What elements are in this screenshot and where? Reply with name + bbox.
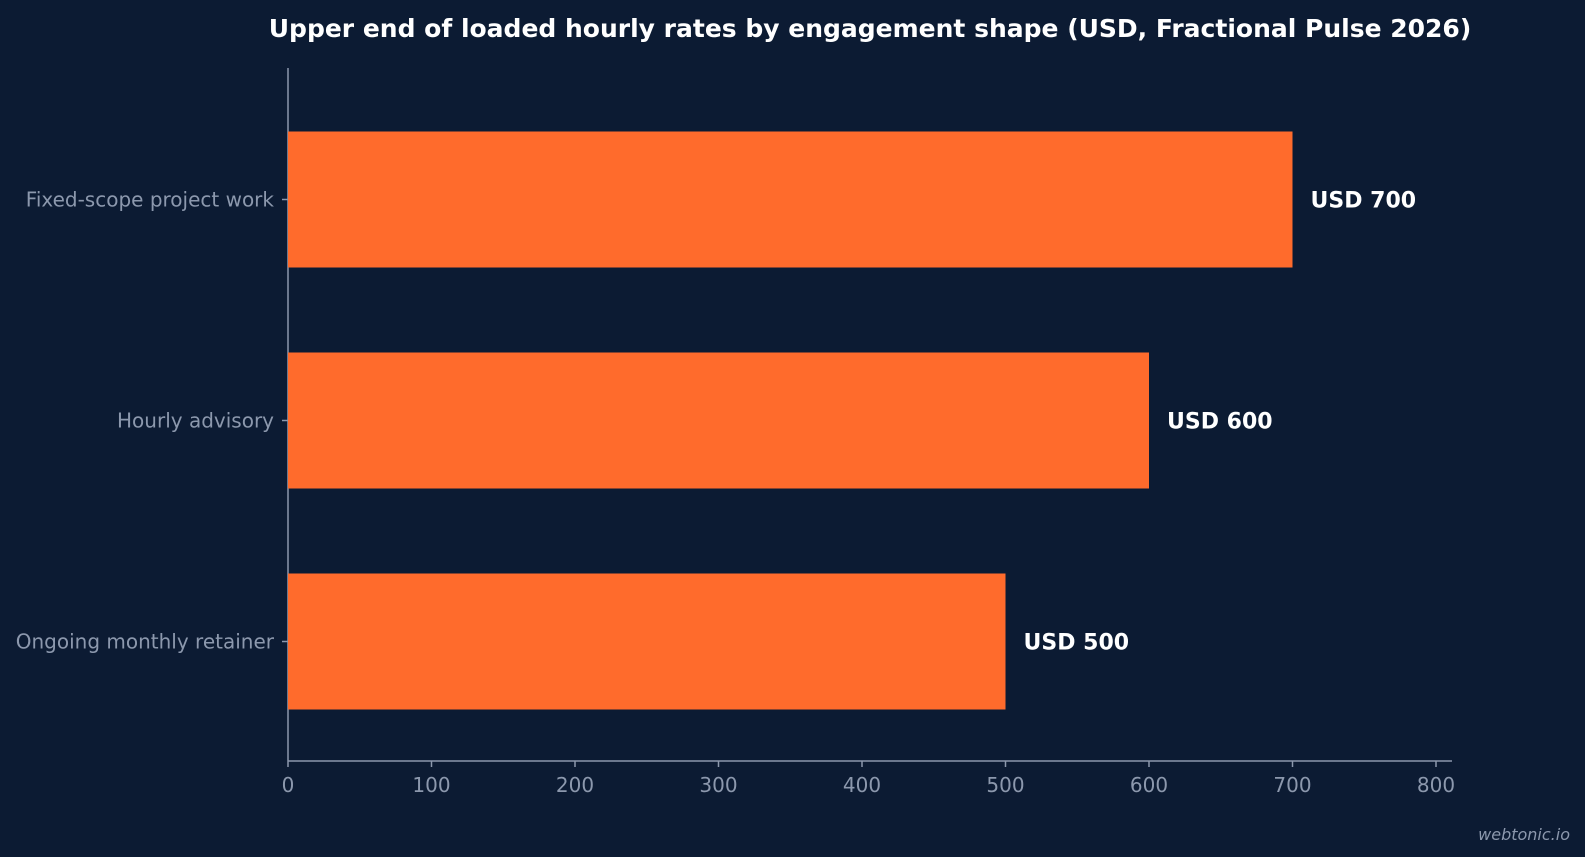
x-tick-label: 300 — [699, 773, 737, 797]
bar — [288, 131, 1293, 268]
bar — [288, 352, 1149, 489]
x-tick-label: 700 — [1273, 773, 1311, 797]
x-tick-label: 200 — [556, 773, 594, 797]
data-label: USD 600 — [1167, 410, 1273, 435]
data-labels: USD 700 USD 600 USD 500 — [1024, 189, 1417, 656]
category-label: Hourly advisory — [117, 409, 274, 433]
category-label: Ongoing monthly retainer — [16, 630, 275, 654]
category-labels: Fixed-scope project work Hourly advisory O… — [16, 188, 275, 654]
x-tick-label: 100 — [412, 773, 450, 797]
x-tick-label: 800 — [1417, 773, 1455, 797]
data-label: USD 500 — [1024, 631, 1130, 656]
x-axis-ticks: 0 100 200 300 400 500 600 700 800 — [282, 761, 1455, 797]
x-tick-label: 0 — [282, 773, 295, 797]
bar — [288, 573, 1006, 710]
x-tick-label: 500 — [986, 773, 1024, 797]
data-label: USD 700 — [1311, 189, 1417, 214]
x-tick-label: 400 — [843, 773, 881, 797]
watermark-text: webtonic.io — [1478, 825, 1570, 844]
chart-title: Upper end of loaded hourly rates by enga… — [269, 14, 1472, 43]
bars — [288, 131, 1293, 710]
x-tick-label: 600 — [1130, 773, 1168, 797]
category-label: Fixed-scope project work — [26, 188, 275, 212]
